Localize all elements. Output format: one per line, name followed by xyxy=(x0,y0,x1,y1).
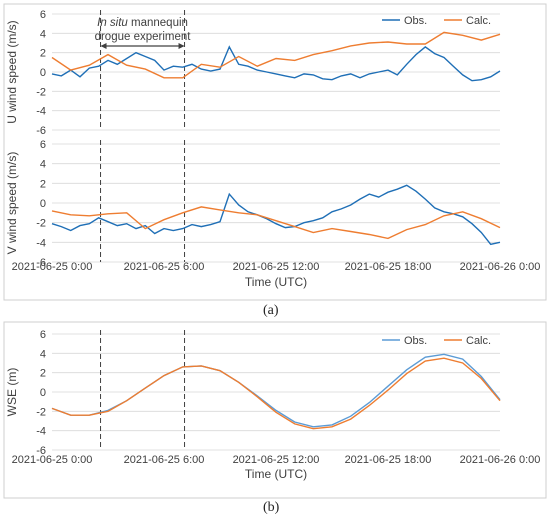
x-tick-label: 2021-06-26 0:00 xyxy=(460,261,541,273)
legend-label: Calc. xyxy=(466,335,491,347)
y-tick-label: 0 xyxy=(40,67,46,79)
legend-label: Calc. xyxy=(466,15,491,27)
annotation-line2: drogue experiment xyxy=(95,31,192,43)
y-axis-label: U wind speed (m/s) xyxy=(5,20,19,123)
x-axis-label: Time (UTC) xyxy=(245,275,307,289)
y-axis-label: V wind speed (m/s) xyxy=(5,152,19,255)
x-tick-label: 2021-06-25 12:00 xyxy=(233,454,320,466)
y-tick-label: 2 xyxy=(40,48,46,60)
x-tick-label: 2021-06-25 6:00 xyxy=(124,454,205,466)
panel-a-label: (a) xyxy=(263,303,279,318)
panel-b-label: (b) xyxy=(263,500,280,515)
series-line-calc xyxy=(51,206,501,240)
x-tick-label: 2021-06-25 0:00 xyxy=(12,454,93,466)
y-tick-label: 2 xyxy=(40,368,46,380)
x-tick-label: 2021-06-25 6:00 xyxy=(124,261,205,273)
series-line-obs xyxy=(51,184,501,246)
arrow-head-left xyxy=(100,43,107,49)
y-tick-label: 4 xyxy=(40,28,46,40)
y-tick-label: -2 xyxy=(36,218,46,230)
y-tick-label: 0 xyxy=(40,387,46,399)
y-tick-label: 2 xyxy=(40,178,46,190)
legend-label: Obs. xyxy=(404,335,427,347)
chart-0: -6 -4 -2 0 2 4 6 U wind speed (m/s) Obs. Calc. In … xyxy=(5,9,501,137)
annotation-line1: In situ mannequin xyxy=(97,17,188,29)
y-tick-label: -6 xyxy=(36,125,46,137)
y-tick-label: -4 xyxy=(36,426,46,438)
x-tick-label: 2021-06-25 18:00 xyxy=(345,454,432,466)
legend-label: Obs. xyxy=(404,15,427,27)
chart-2: -6 -4 -2 0 2 4 6 WSE (m) 2021-06-25 0:00 2021-06-… xyxy=(5,329,540,481)
x-tick-label: 2021-06-25 0:00 xyxy=(12,261,93,273)
y-tick-label: 0 xyxy=(40,198,46,210)
y-tick-label: -2 xyxy=(36,406,46,418)
x-axis-label: Time (UTC) xyxy=(245,467,307,481)
series-line-obs xyxy=(51,45,501,82)
x-tick-label: 2021-06-26 0:00 xyxy=(460,454,541,466)
series-line-calc xyxy=(51,357,501,430)
y-tick-label: 4 xyxy=(40,159,46,171)
arrow-head-right xyxy=(178,43,185,49)
series-line-calc xyxy=(51,31,501,79)
y-axis-label: WSE (m) xyxy=(5,368,19,417)
y-tick-label: 6 xyxy=(40,139,46,151)
y-tick-label: 6 xyxy=(40,329,46,341)
chart-1: -6 -4 -2 0 2 4 6 V wind speed (m/s) 2021-06-25 0… xyxy=(5,139,540,289)
y-tick-label: -2 xyxy=(36,86,46,98)
panel-a-frame xyxy=(3,3,547,301)
y-tick-label: -6 xyxy=(36,445,46,457)
y-tick-label: 6 xyxy=(40,9,46,21)
y-tick-label: -6 xyxy=(36,257,46,269)
x-tick-label: 2021-06-25 18:00 xyxy=(345,261,432,273)
y-tick-label: 4 xyxy=(40,348,46,360)
x-tick-label: 2021-06-25 12:00 xyxy=(233,261,320,273)
y-tick-label: -4 xyxy=(36,237,46,249)
y-tick-label: -4 xyxy=(36,106,46,118)
